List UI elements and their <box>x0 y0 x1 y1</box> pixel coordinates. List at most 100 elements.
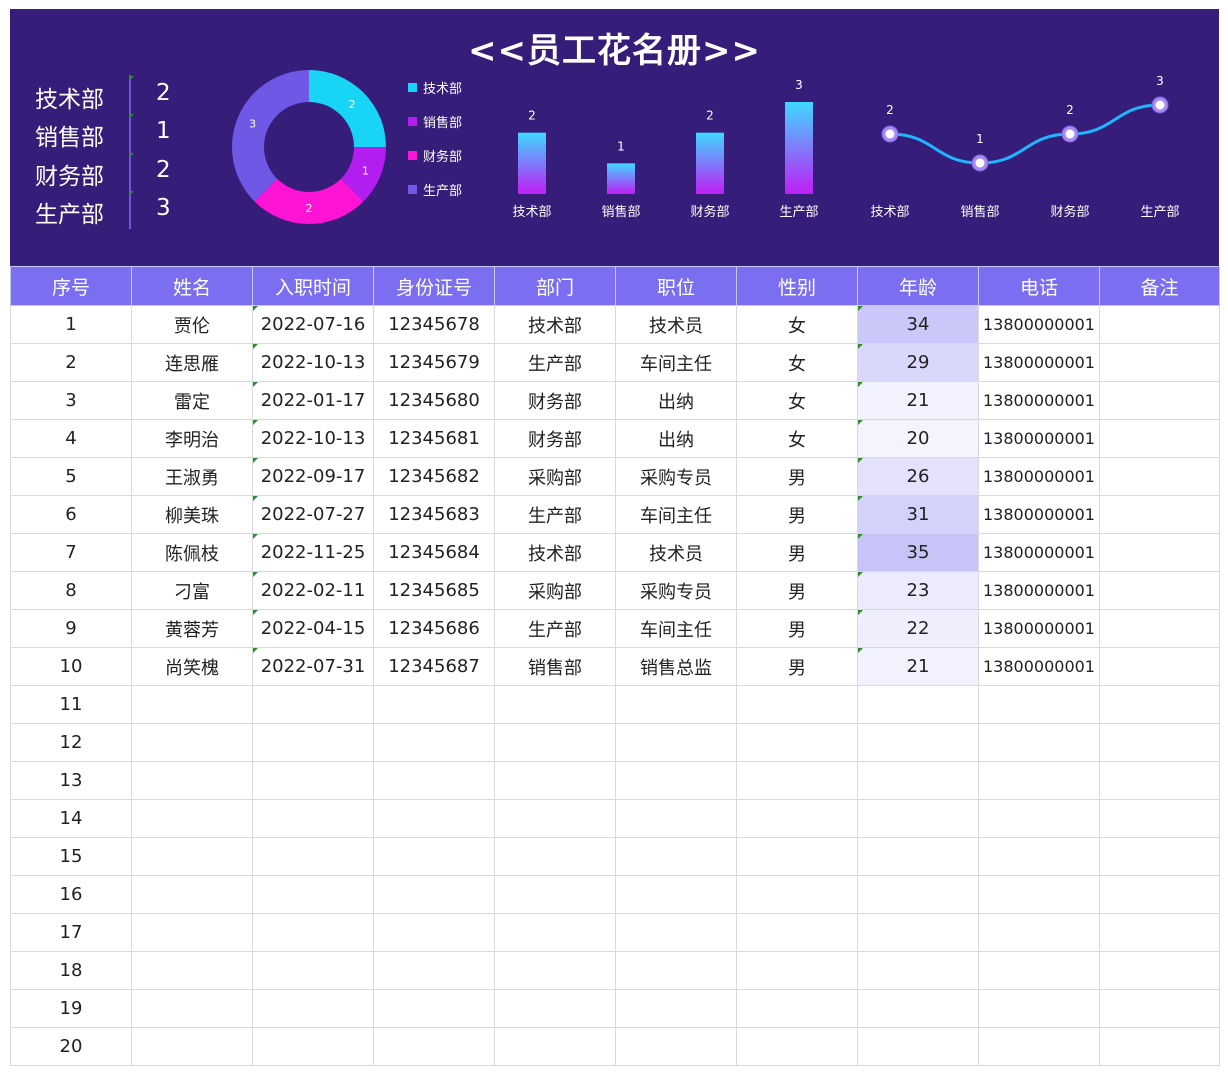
cell-hire-date[interactable]: 2022-07-16 <box>252 305 374 344</box>
column-header-remark[interactable]: 备注 <box>1099 266 1220 306</box>
cell-phone[interactable]: 13800000001 <box>978 495 1100 534</box>
cell-phone[interactable] <box>978 1027 1100 1066</box>
cell-id-number[interactable] <box>373 1027 495 1066</box>
cell-age[interactable]: 21 <box>857 381 979 420</box>
cell-name[interactable] <box>131 837 253 876</box>
cell-id-number[interactable]: 12345679 <box>373 343 495 382</box>
dept-summary-row[interactable]: 销售部 1 <box>10 114 200 152</box>
cell-hire-date[interactable]: 2022-04-15 <box>252 609 374 648</box>
cell-hire-date[interactable]: 2022-10-13 <box>252 343 374 382</box>
cell-remark[interactable] <box>1099 381 1220 420</box>
table-row[interactable]: 16 <box>10 875 1220 914</box>
cell-phone[interactable]: 13800000001 <box>978 647 1100 686</box>
cell-position[interactable]: 出纳 <box>615 381 737 420</box>
cell-seq[interactable]: 6 <box>10 495 132 534</box>
cell-name[interactable] <box>131 913 253 952</box>
cell-gender[interactable]: 女 <box>736 381 858 420</box>
cell-name[interactable]: 陈佩枝 <box>131 533 253 572</box>
cell-id-number[interactable]: 12345687 <box>373 647 495 686</box>
cell-gender[interactable] <box>736 723 858 762</box>
cell-position[interactable]: 技术员 <box>615 305 737 344</box>
cell-position[interactable]: 车间主任 <box>615 343 737 382</box>
cell-hire-date[interactable] <box>252 761 374 800</box>
cell-department[interactable] <box>494 799 616 838</box>
cell-remark[interactable] <box>1099 457 1220 496</box>
cell-age[interactable]: 23 <box>857 571 979 610</box>
column-header-department[interactable]: 部门 <box>494 266 616 306</box>
table-row[interactable]: 7 陈佩枝 2022-11-25 12345684 技术部 技术员男 35 138000000… <box>10 533 1220 572</box>
table-row[interactable]: 19 <box>10 989 1220 1028</box>
cell-position[interactable]: 出纳 <box>615 419 737 458</box>
cell-age[interactable] <box>857 723 979 762</box>
cell-name[interactable] <box>131 875 253 914</box>
cell-department[interactable] <box>494 837 616 876</box>
cell-gender[interactable] <box>736 989 858 1028</box>
cell-hire-date[interactable]: 2022-07-27 <box>252 495 374 534</box>
cell-seq[interactable]: 20 <box>10 1027 132 1066</box>
table-row[interactable]: 14 <box>10 799 1220 838</box>
table-row[interactable]: 6 柳美珠 2022-07-27 12345683 生产部 车间主任男 31 13800000… <box>10 495 1220 534</box>
cell-name[interactable]: 雷定 <box>131 381 253 420</box>
cell-department[interactable]: 销售部 <box>494 647 616 686</box>
cell-department[interactable]: 采购部 <box>494 457 616 496</box>
cell-hire-date[interactable]: 2022-07-31 <box>252 647 374 686</box>
cell-seq[interactable]: 2 <box>10 343 132 382</box>
cell-age[interactable] <box>857 989 979 1028</box>
cell-id-number[interactable]: 12345678 <box>373 305 495 344</box>
donut-chart[interactable]: 2 1 2 3 <box>215 54 395 224</box>
table-row[interactable]: 17 <box>10 913 1220 952</box>
cell-phone[interactable] <box>978 799 1100 838</box>
cell-phone[interactable] <box>978 837 1100 876</box>
cell-seq[interactable]: 4 <box>10 419 132 458</box>
cell-department[interactable] <box>494 913 616 952</box>
cell-id-number[interactable] <box>373 723 495 762</box>
donut-slice[interactable] <box>254 178 364 224</box>
table-row[interactable]: 2 连思雁 2022-10-13 12345679 生产部 车间主任女 29 13800000… <box>10 343 1220 382</box>
cell-hire-date[interactable] <box>252 685 374 724</box>
cell-seq[interactable]: 8 <box>10 571 132 610</box>
table-row[interactable]: 15 <box>10 837 1220 876</box>
cell-id-number[interactable] <box>373 685 495 724</box>
cell-remark[interactable] <box>1099 951 1220 990</box>
cell-id-number[interactable] <box>373 989 495 1028</box>
cell-id-number[interactable] <box>373 799 495 838</box>
line-chart[interactable]: 2 技术部 1 销售部 2 财务部 3 生产部 <box>840 59 1210 229</box>
cell-department[interactable]: 生产部 <box>494 343 616 382</box>
cell-id-number[interactable]: 12345685 <box>373 571 495 610</box>
cell-department[interactable] <box>494 723 616 762</box>
cell-name[interactable] <box>131 761 253 800</box>
cell-phone[interactable] <box>978 951 1100 990</box>
cell-seq[interactable]: 12 <box>10 723 132 762</box>
cell-remark[interactable] <box>1099 875 1220 914</box>
cell-gender[interactable] <box>736 1027 858 1066</box>
cell-remark[interactable] <box>1099 837 1220 876</box>
donut-slice[interactable] <box>232 69 309 202</box>
cell-hire-date[interactable]: 2022-11-25 <box>252 533 374 572</box>
cell-phone[interactable]: 13800000001 <box>978 381 1100 420</box>
cell-department[interactable] <box>494 951 616 990</box>
cell-name[interactable] <box>131 951 253 990</box>
cell-phone[interactable]: 13800000001 <box>978 533 1100 572</box>
cell-seq[interactable]: 11 <box>10 685 132 724</box>
cell-name[interactable]: 柳美珠 <box>131 495 253 534</box>
cell-department[interactable] <box>494 1027 616 1066</box>
column-header-gender[interactable]: 性别 <box>736 266 858 306</box>
cell-department[interactable]: 财务部 <box>494 381 616 420</box>
cell-id-number[interactable]: 12345680 <box>373 381 495 420</box>
cell-gender[interactable]: 女 <box>736 343 858 382</box>
cell-gender[interactable] <box>736 761 858 800</box>
cell-age[interactable] <box>857 951 979 990</box>
cell-seq[interactable]: 10 <box>10 647 132 686</box>
cell-gender[interactable] <box>736 913 858 952</box>
cell-hire-date[interactable] <box>252 837 374 876</box>
dept-summary-row[interactable]: 生产部 3 <box>10 191 200 229</box>
cell-remark[interactable] <box>1099 343 1220 382</box>
cell-age[interactable]: 21 <box>857 647 979 686</box>
cell-age[interactable]: 35 <box>857 533 979 572</box>
cell-gender[interactable] <box>736 875 858 914</box>
table-row[interactable]: 4 李明治 2022-10-13 12345681 财务部 出纳女 20 1380000000… <box>10 419 1220 458</box>
cell-hire-date[interactable]: 2022-02-11 <box>252 571 374 610</box>
cell-gender[interactable]: 男 <box>736 533 858 572</box>
cell-hire-date[interactable] <box>252 913 374 952</box>
cell-id-number[interactable] <box>373 875 495 914</box>
